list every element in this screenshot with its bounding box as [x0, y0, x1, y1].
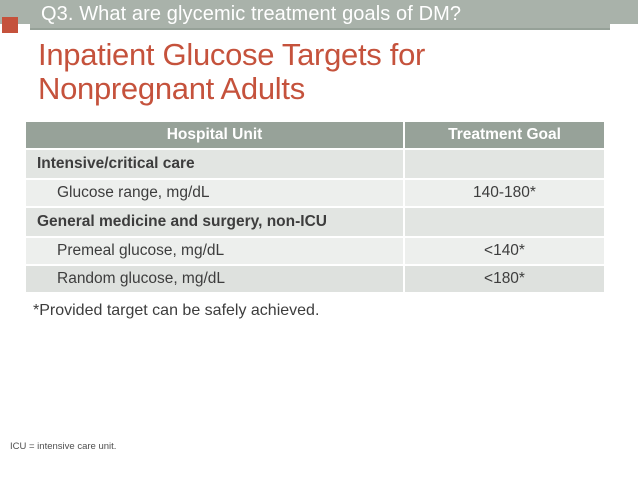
- question-text: Q3. What are glycemic treatment goals of…: [41, 2, 462, 25]
- glucose-targets-table: Hospital Unit Treatment Goal Intensive/c…: [26, 122, 604, 294]
- row-value: [405, 150, 604, 178]
- title-line-2: Nonpregnant Adults: [38, 71, 305, 106]
- table-row-random-glucose: Random glucose, mg/dL <180*: [26, 266, 604, 292]
- table-row-premeal-glucose: Premeal glucose, mg/dL <140*: [26, 238, 604, 264]
- row-value: <140*: [405, 238, 604, 264]
- row-label: Glucose range, mg/dL: [26, 180, 403, 206]
- row-value: 140-180*: [405, 180, 604, 206]
- row-label: Intensive/critical care: [26, 150, 403, 178]
- row-label: General medicine and surgery, non-ICU: [26, 208, 403, 236]
- slide-title: Inpatient Glucose Targets for Nonpregnan…: [38, 38, 425, 106]
- footnote: *Provided target can be safely achieved.: [33, 302, 320, 319]
- row-value: [405, 208, 604, 236]
- question-banner: Q3. What are glycemic treatment goals of…: [30, 0, 610, 30]
- row-label: Random glucose, mg/dL: [26, 266, 403, 292]
- accent-square: [2, 17, 18, 33]
- table-row-general-medicine: General medicine and surgery, non-ICU: [26, 208, 604, 236]
- row-value: <180*: [405, 266, 604, 292]
- table-row-glucose-range: Glucose range, mg/dL 140-180*: [26, 180, 604, 206]
- column-header-treatment-goal: Treatment Goal: [405, 122, 604, 148]
- table-row-intensive-critical-care: Intensive/critical care: [26, 150, 604, 178]
- table-header-row: Hospital Unit Treatment Goal: [26, 122, 604, 148]
- row-label: Premeal glucose, mg/dL: [26, 238, 403, 264]
- abbreviation-note: ICU = intensive care unit.: [10, 441, 117, 452]
- title-line-1: Inpatient Glucose Targets for: [38, 37, 426, 72]
- column-header-hospital-unit: Hospital Unit: [26, 122, 403, 148]
